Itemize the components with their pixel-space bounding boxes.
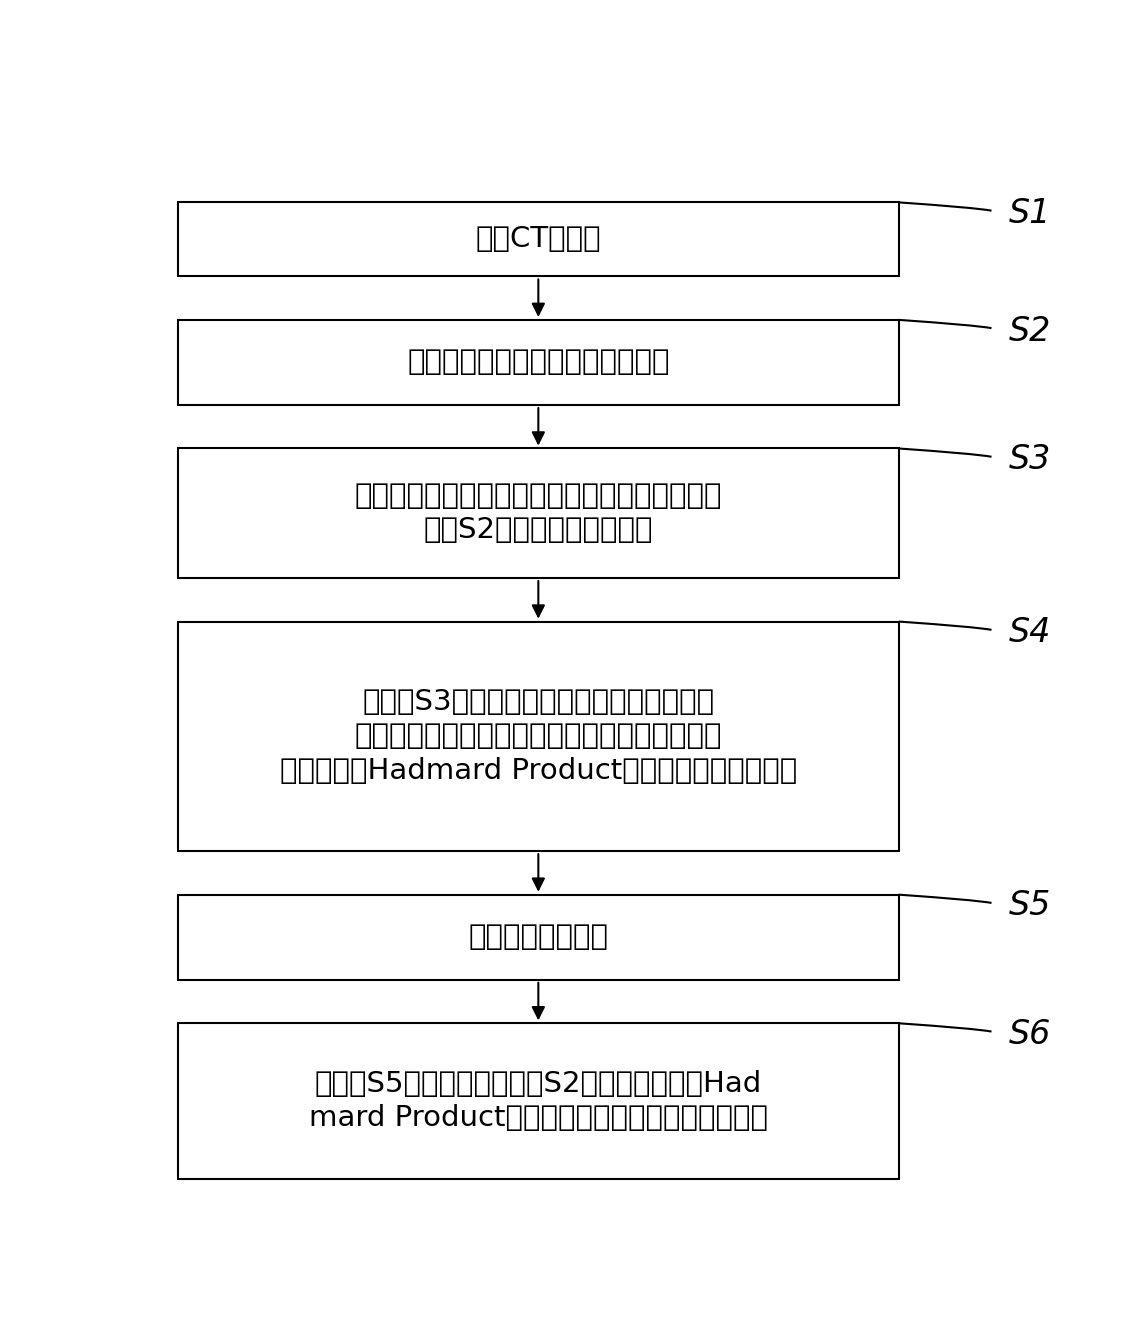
Text: S3: S3 <box>1010 443 1052 476</box>
Text: 对图像组中各图像进行归一化处理: 对图像组中各图像进行归一化处理 <box>407 349 670 377</box>
Bar <box>178 621 899 851</box>
Bar <box>178 203 899 276</box>
Text: 生成肾脏的位置编码图，并将带有位置编码图与: 生成肾脏的位置编码图，并将带有位置编码图与 <box>355 482 722 510</box>
Text: S5: S5 <box>1010 890 1052 922</box>
Text: 对步骤S3中的各图像进行卷积，确定感兴趣: 对步骤S3中的各图像进行卷积，确定感兴趣 <box>363 688 714 717</box>
Text: S4: S4 <box>1010 616 1052 650</box>
Bar <box>178 319 899 405</box>
Text: S6: S6 <box>1010 1019 1052 1051</box>
Text: 像进行像素Hadmard Product，获得分割后的图像；: 像进行像素Hadmard Product，获得分割后的图像； <box>280 757 796 785</box>
Text: 将步骤S5得到的图像与步骤S2中的各图像进行Had: 将步骤S5得到的图像与步骤S2中的各图像进行Had <box>315 1070 762 1098</box>
Text: S1: S1 <box>1010 197 1052 231</box>
Text: mard Product，确定输出分割出肾脏部分的图像: mard Product，确定输出分割出肾脏部分的图像 <box>309 1104 768 1133</box>
Bar <box>178 895 899 980</box>
Text: 输入CT图像组: 输入CT图像组 <box>476 225 601 254</box>
Text: 步骤S2中各图像进行叠加；: 步骤S2中各图像进行叠加； <box>423 517 653 545</box>
Text: S2: S2 <box>1010 315 1052 348</box>
Bar <box>178 1023 899 1178</box>
Text: 输出端二值化图像: 输出端二值化图像 <box>468 923 608 951</box>
Bar <box>178 448 899 578</box>
Text: 位置区域，并对感兴趣位置区域与处理后的各图: 位置区域，并对感兴趣位置区域与处理后的各图 <box>355 722 722 750</box>
